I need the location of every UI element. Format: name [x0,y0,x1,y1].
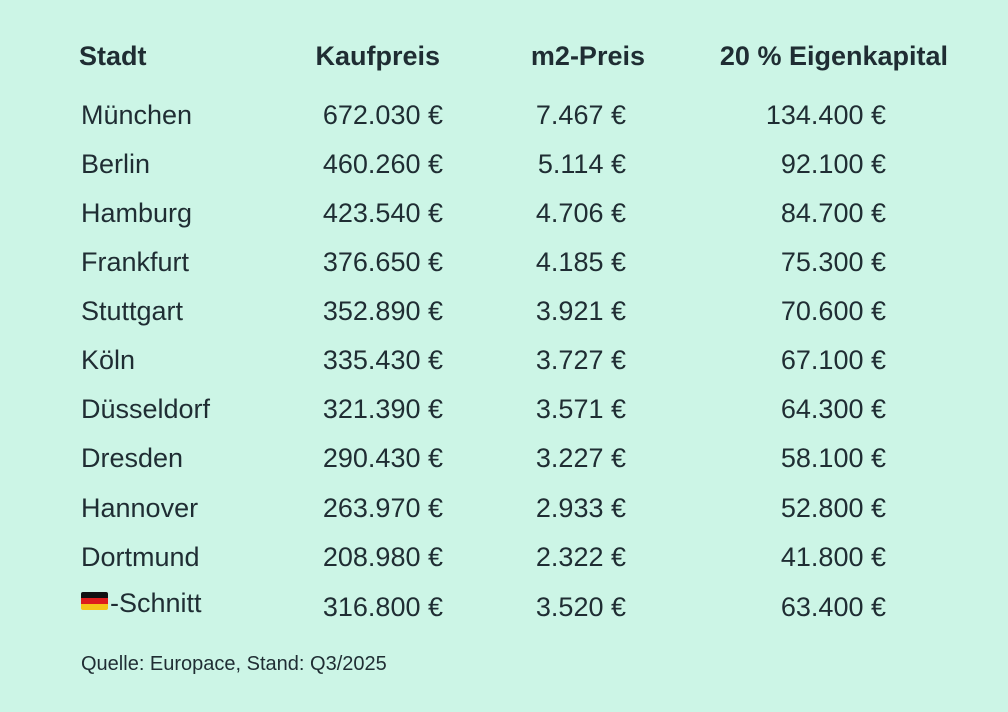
purchase-price-cell: 352.890 € [322,296,443,326]
price-per-m2-cell: 4.185 € [535,247,626,277]
purchase-price-cell: 263.970 € [322,493,443,523]
price-per-m2-cell: 5.114 € [537,149,626,179]
average-row: -Schnitt 316.800 € 3.520 € 63.400 € [0,587,1008,627]
price-per-m2-cell: 2.322 € [535,542,626,572]
purchase-price-cell: 321.390 € [322,394,443,424]
header-price-per-m2: m2-Preis [530,41,645,71]
header-equity: 20 % Eigenkapital [719,41,948,71]
city-cell: Berlin [81,149,151,179]
table-row: Hannover 263.970 € 2.933 € 52.800 € [0,488,1008,528]
table-row: Berlin 460.260 € 5.114 € 92.100 € [0,144,1008,184]
price-per-m2-cell: 2.933 € [535,493,626,523]
city-cell: Hamburg [81,198,193,228]
table-row: Düsseldorf 321.390 € 3.571 € 64.300 € [0,389,1008,429]
city-cell: Hannover [81,493,199,523]
table-row: München 672.030 € 7.467 € 134.400 € [0,95,1008,135]
price-per-m2-cell: 7.467 € [535,100,626,130]
price-per-m2-cell: 3.921 € [535,296,626,326]
table-row: Stuttgart 352.890 € 3.921 € 70.600 € [0,291,1008,331]
city-cell: Köln [81,345,136,375]
table-row: Frankfurt 376.650 € 4.185 € 75.300 € [0,242,1008,282]
table-row: Köln 335.430 € 3.727 € 67.100 € [0,340,1008,380]
purchase-price-cell: 335.430 € [322,345,443,375]
city-cell: Stuttgart [81,296,184,326]
equity-cell: 52.800 € [780,493,886,523]
purchase-price-cell: 290.430 € [322,443,443,473]
city-cell: Frankfurt [81,247,190,277]
equity-cell: 92.100 € [780,149,886,179]
equity-cell: 70.600 € [780,296,886,326]
table-header: Stadt Kaufpreis m2-Preis 20 % Eigenkapit… [0,36,1008,76]
average-city-text: -Schnitt [110,588,202,618]
average-equity: 63.400 € [780,592,886,622]
equity-cell: 67.100 € [780,345,886,375]
table-row: Hamburg 423.540 € 4.706 € 84.700 € [0,193,1008,233]
equity-cell: 84.700 € [780,198,886,228]
price-per-m2-cell: 3.727 € [535,345,626,375]
purchase-price-cell: 208.980 € [322,542,443,572]
purchase-price-cell: 672.030 € [322,100,443,130]
average-price-per-m2: 3.520 € [535,592,626,622]
equity-cell: 41.800 € [780,542,886,572]
header-purchase-price: Kaufpreis [315,41,440,71]
city-cell: Düsseldorf [81,394,211,424]
table-row: Dortmund 208.980 € 2.322 € 41.800 € [0,537,1008,577]
equity-cell: 134.400 € [765,100,886,130]
purchase-price-cell: 423.540 € [322,198,443,228]
price-per-m2-cell: 3.227 € [535,443,626,473]
city-cell: München [81,100,193,130]
average-label: -Schnitt [81,583,202,623]
equity-cell: 58.100 € [780,443,886,473]
city-cell: Dresden [81,443,184,473]
source-note: Quelle: Europace, Stand: Q3/2025 [81,653,387,675]
price-per-m2-cell: 4.706 € [535,198,626,228]
city-cell: Dortmund [81,542,200,572]
average-purchase-price: 316.800 € [322,592,443,622]
purchase-price-cell: 460.260 € [322,149,443,179]
price-per-m2-cell: 3.571 € [535,394,626,424]
germany-flag-icon [81,592,108,610]
purchase-price-cell: 376.650 € [322,247,443,277]
equity-cell: 64.300 € [780,394,886,424]
equity-cell: 75.300 € [780,247,886,277]
header-city: Stadt [79,41,147,71]
table-row: Dresden 290.430 € 3.227 € 58.100 € [0,438,1008,478]
